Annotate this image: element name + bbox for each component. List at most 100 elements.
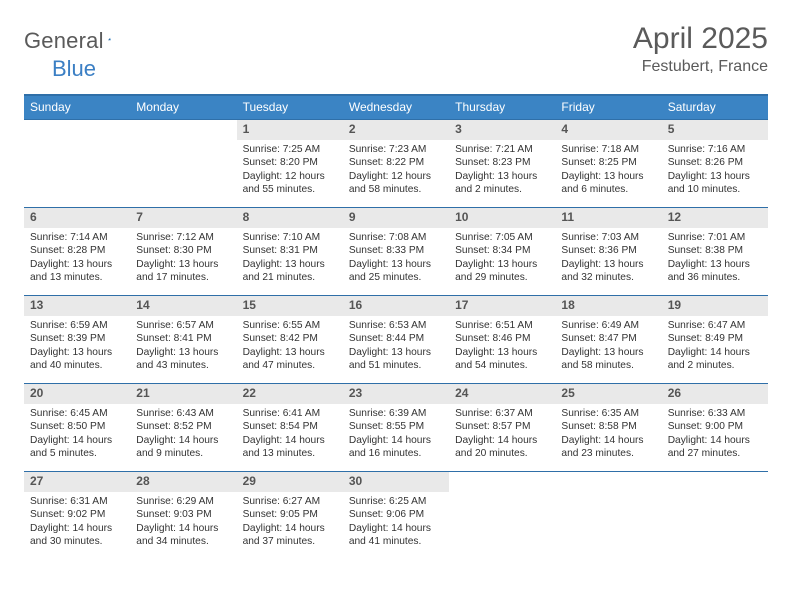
day-number: 10 [449,208,555,228]
sunrise-text: Sunrise: 6:59 AM [30,319,124,332]
calendar-cell: 3Sunrise: 7:21 AMSunset: 8:23 PMDaylight… [449,120,555,208]
sunrise-text: Sunrise: 7:16 AM [668,143,762,156]
calendar-header-row: SundayMondayTuesdayWednesdayThursdayFrid… [24,95,768,120]
sunset-text: Sunset: 8:25 PM [561,156,655,169]
calendar-cell [130,120,236,208]
daylight-text: Daylight: 14 hours and 27 minutes. [668,434,762,461]
sunrise-text: Sunrise: 7:14 AM [30,231,124,244]
daylight-text: Daylight: 13 hours and 47 minutes. [243,346,337,373]
calendar-cell: 16Sunrise: 6:53 AMSunset: 8:44 PMDayligh… [343,296,449,384]
sunset-text: Sunset: 8:58 PM [561,420,655,433]
calendar-cell: 8Sunrise: 7:10 AMSunset: 8:31 PMDaylight… [237,208,343,296]
day-number: 28 [130,472,236,492]
sunrise-text: Sunrise: 6:39 AM [349,407,443,420]
day-details: Sunrise: 7:18 AMSunset: 8:25 PMDaylight:… [555,140,661,201]
sunrise-text: Sunrise: 6:43 AM [136,407,230,420]
day-details: Sunrise: 6:25 AMSunset: 9:06 PMDaylight:… [343,492,449,553]
sunset-text: Sunset: 8:23 PM [455,156,549,169]
calendar-cell: 21Sunrise: 6:43 AMSunset: 8:52 PMDayligh… [130,384,236,472]
day-details: Sunrise: 7:14 AMSunset: 8:28 PMDaylight:… [24,228,130,289]
sunrise-text: Sunrise: 7:05 AM [455,231,549,244]
calendar-cell: 15Sunrise: 6:55 AMSunset: 8:42 PMDayligh… [237,296,343,384]
day-number: 22 [237,384,343,404]
empty-cell [24,120,130,138]
calendar-cell: 24Sunrise: 6:37 AMSunset: 8:57 PMDayligh… [449,384,555,472]
day-number: 12 [662,208,768,228]
calendar-cell: 13Sunrise: 6:59 AMSunset: 8:39 PMDayligh… [24,296,130,384]
calendar-cell: 1Sunrise: 7:25 AMSunset: 8:20 PMDaylight… [237,120,343,208]
day-number: 15 [237,296,343,316]
day-details: Sunrise: 7:23 AMSunset: 8:22 PMDaylight:… [343,140,449,201]
day-details: Sunrise: 7:12 AMSunset: 8:30 PMDaylight:… [130,228,236,289]
calendar-cell: 5Sunrise: 7:16 AMSunset: 8:26 PMDaylight… [662,120,768,208]
calendar-cell: 25Sunrise: 6:35 AMSunset: 8:58 PMDayligh… [555,384,661,472]
sunset-text: Sunset: 8:36 PM [561,244,655,257]
calendar-cell: 2Sunrise: 7:23 AMSunset: 8:22 PMDaylight… [343,120,449,208]
calendar-cell: 4Sunrise: 7:18 AMSunset: 8:25 PMDaylight… [555,120,661,208]
empty-cell [555,472,661,490]
sunset-text: Sunset: 8:57 PM [455,420,549,433]
calendar-cell [662,472,768,560]
sunrise-text: Sunrise: 6:53 AM [349,319,443,332]
weekday-header: Friday [555,95,661,120]
calendar-week-row: 6Sunrise: 7:14 AMSunset: 8:28 PMDaylight… [24,208,768,296]
day-number: 16 [343,296,449,316]
day-details: Sunrise: 6:33 AMSunset: 9:00 PMDaylight:… [662,404,768,465]
daylight-text: Daylight: 13 hours and 6 minutes. [561,170,655,197]
calendar-table: SundayMondayTuesdayWednesdayThursdayFrid… [24,94,768,560]
sunset-text: Sunset: 8:49 PM [668,332,762,345]
day-number: 29 [237,472,343,492]
calendar-week-row: 13Sunrise: 6:59 AMSunset: 8:39 PMDayligh… [24,296,768,384]
day-number: 18 [555,296,661,316]
daylight-text: Daylight: 13 hours and 32 minutes. [561,258,655,285]
calendar-week-row: 27Sunrise: 6:31 AMSunset: 9:02 PMDayligh… [24,472,768,560]
day-details: Sunrise: 6:49 AMSunset: 8:47 PMDaylight:… [555,316,661,377]
sunset-text: Sunset: 9:02 PM [30,508,124,521]
daylight-text: Daylight: 13 hours and 17 minutes. [136,258,230,285]
calendar-cell: 6Sunrise: 7:14 AMSunset: 8:28 PMDaylight… [24,208,130,296]
daylight-text: Daylight: 13 hours and 21 minutes. [243,258,337,285]
day-details: Sunrise: 6:59 AMSunset: 8:39 PMDaylight:… [24,316,130,377]
daylight-text: Daylight: 14 hours and 37 minutes. [243,522,337,549]
daylight-text: Daylight: 13 hours and 36 minutes. [668,258,762,285]
calendar-cell: 14Sunrise: 6:57 AMSunset: 8:41 PMDayligh… [130,296,236,384]
day-number: 21 [130,384,236,404]
calendar-cell: 29Sunrise: 6:27 AMSunset: 9:05 PMDayligh… [237,472,343,560]
day-number: 30 [343,472,449,492]
daylight-text: Daylight: 14 hours and 20 minutes. [455,434,549,461]
sunrise-text: Sunrise: 7:18 AM [561,143,655,156]
day-number: 7 [130,208,236,228]
day-number: 23 [343,384,449,404]
daylight-text: Daylight: 14 hours and 16 minutes. [349,434,443,461]
empty-cell [662,472,768,490]
day-details: Sunrise: 7:03 AMSunset: 8:36 PMDaylight:… [555,228,661,289]
calendar-cell: 18Sunrise: 6:49 AMSunset: 8:47 PMDayligh… [555,296,661,384]
daylight-text: Daylight: 13 hours and 25 minutes. [349,258,443,285]
sunrise-text: Sunrise: 6:55 AM [243,319,337,332]
sunrise-text: Sunrise: 7:23 AM [349,143,443,156]
brand-part1: General [24,28,104,53]
sunrise-text: Sunrise: 7:21 AM [455,143,549,156]
day-details: Sunrise: 6:55 AMSunset: 8:42 PMDaylight:… [237,316,343,377]
sunset-text: Sunset: 8:55 PM [349,420,443,433]
calendar-cell: 7Sunrise: 7:12 AMSunset: 8:30 PMDaylight… [130,208,236,296]
sunrise-text: Sunrise: 7:01 AM [668,231,762,244]
sunrise-text: Sunrise: 7:03 AM [561,231,655,244]
empty-cell [449,472,555,490]
day-number: 5 [662,120,768,140]
sunset-text: Sunset: 8:54 PM [243,420,337,433]
calendar-cell: 26Sunrise: 6:33 AMSunset: 9:00 PMDayligh… [662,384,768,472]
sunset-text: Sunset: 8:28 PM [30,244,124,257]
calendar-cell: 11Sunrise: 7:03 AMSunset: 8:36 PMDayligh… [555,208,661,296]
daylight-text: Daylight: 12 hours and 55 minutes. [243,170,337,197]
calendar-cell: 19Sunrise: 6:47 AMSunset: 8:49 PMDayligh… [662,296,768,384]
day-details: Sunrise: 6:41 AMSunset: 8:54 PMDaylight:… [237,404,343,465]
sunset-text: Sunset: 8:47 PM [561,332,655,345]
day-details: Sunrise: 6:43 AMSunset: 8:52 PMDaylight:… [130,404,236,465]
daylight-text: Daylight: 14 hours and 34 minutes. [136,522,230,549]
day-details: Sunrise: 6:45 AMSunset: 8:50 PMDaylight:… [24,404,130,465]
day-number: 24 [449,384,555,404]
daylight-text: Daylight: 14 hours and 30 minutes. [30,522,124,549]
daylight-text: Daylight: 12 hours and 58 minutes. [349,170,443,197]
sunset-text: Sunset: 8:30 PM [136,244,230,257]
